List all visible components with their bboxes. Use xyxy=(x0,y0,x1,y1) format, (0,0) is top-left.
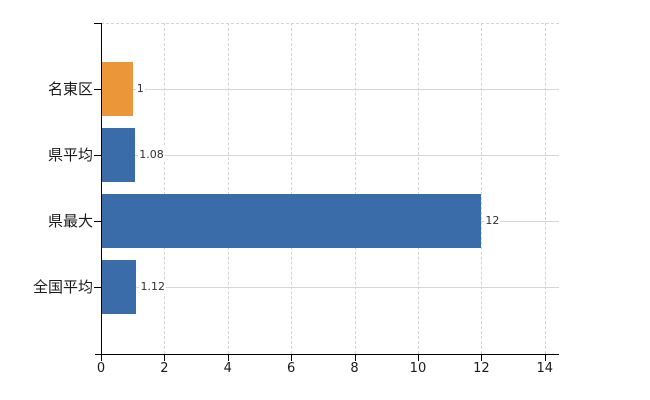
x-tick-label: 2 xyxy=(160,361,169,376)
category-label: 名東区 xyxy=(47,80,93,98)
y-axis-top-tick xyxy=(94,23,101,24)
category-label: 県平均 xyxy=(47,146,93,164)
x-tick-label: 8 xyxy=(350,361,359,376)
vertical-gridline xyxy=(354,23,356,354)
y-axis-tick xyxy=(94,89,101,90)
x-axis-tick xyxy=(354,355,356,361)
x-axis-tick xyxy=(101,355,102,361)
bar-value-label: 1.12 xyxy=(139,280,166,294)
vertical-gridline xyxy=(417,23,419,354)
x-axis-tick xyxy=(291,355,293,361)
x-axis-line xyxy=(95,354,559,355)
x-tick-label: 12 xyxy=(473,361,490,376)
x-tick-label: 6 xyxy=(287,361,296,376)
bar-value-label: 1.08 xyxy=(138,148,165,162)
bar-value-label: 12 xyxy=(484,214,501,228)
x-axis-tick xyxy=(227,355,229,361)
x-tick-label: 10 xyxy=(409,361,427,376)
vertical-gridline xyxy=(291,23,293,354)
plot-area: 1 1.08 12 1.12 xyxy=(94,23,559,354)
x-axis-tick xyxy=(481,355,483,361)
bar-value-label: 1 xyxy=(135,82,145,96)
vertical-gridline xyxy=(227,23,229,354)
vertical-gridline xyxy=(164,23,166,354)
horizontal-gridline xyxy=(101,155,559,156)
x-tick-label: 14 xyxy=(536,361,553,376)
x-axis-tick xyxy=(417,355,419,361)
category-label: 全国平均 xyxy=(32,278,93,296)
plot-top-border xyxy=(101,23,559,24)
y-axis-tick xyxy=(94,221,101,222)
x-axis-tick xyxy=(544,355,546,361)
x-tick-label: 4 xyxy=(223,361,232,376)
x-axis-tick xyxy=(164,355,166,361)
y-axis-line xyxy=(101,23,102,354)
horizontal-gridline xyxy=(101,287,559,288)
vertical-gridline xyxy=(481,23,483,354)
horizontal-gridline xyxy=(101,89,559,90)
y-axis-tick xyxy=(94,155,101,156)
bar xyxy=(101,128,136,182)
bar xyxy=(101,62,133,116)
bar xyxy=(101,260,137,314)
category-label: 県最大 xyxy=(47,212,93,230)
x-tick-label: 0 xyxy=(96,361,106,376)
bar xyxy=(101,194,482,248)
vertical-gridline xyxy=(544,23,546,354)
y-axis-tick xyxy=(94,287,101,288)
